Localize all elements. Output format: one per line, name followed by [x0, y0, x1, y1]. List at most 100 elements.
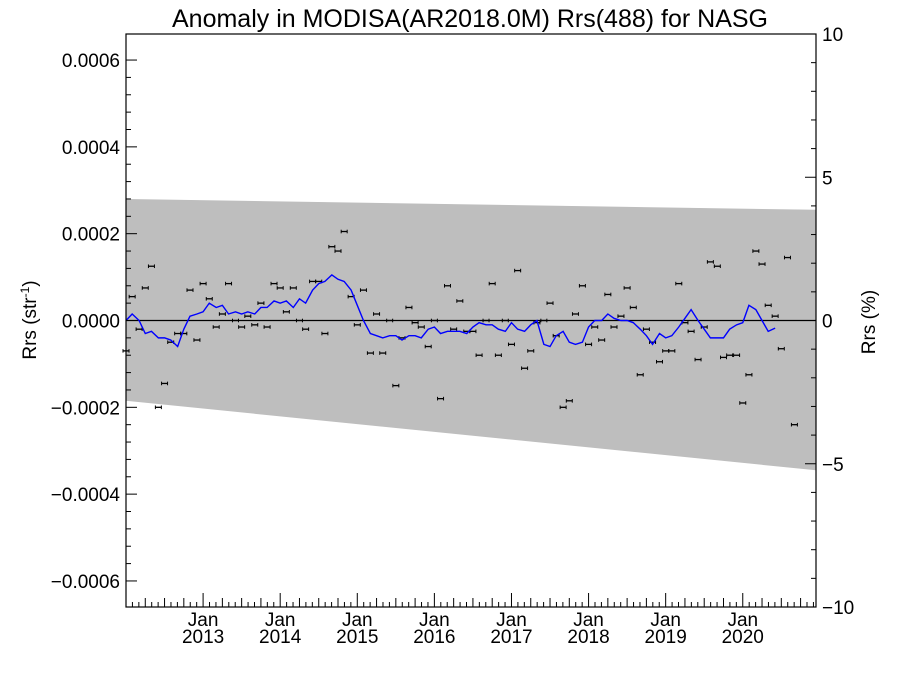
data-point — [424, 344, 432, 349]
data-point — [790, 422, 798, 427]
data-point — [443, 283, 451, 288]
data-point — [758, 262, 766, 266]
data-point — [585, 342, 593, 347]
data-point — [199, 281, 207, 286]
y2-axis-title: Rrs (%) — [859, 290, 880, 354]
data-point — [263, 325, 271, 329]
data-point — [623, 286, 631, 290]
data-point — [128, 294, 136, 299]
data-point — [161, 381, 169, 386]
data-point — [745, 372, 753, 377]
x-tick-year: 2017 — [490, 627, 532, 648]
x-tick-month: Jan — [727, 610, 758, 631]
data-point — [321, 331, 329, 336]
data-point — [289, 286, 297, 290]
y-tick-label: 0.0006 — [62, 51, 120, 72]
data-point — [559, 405, 567, 410]
data-point — [295, 318, 303, 323]
data-point — [687, 329, 695, 334]
data-point — [257, 301, 265, 305]
x-tick-month: Jan — [573, 610, 604, 631]
x-tick-month: Jan — [650, 610, 681, 631]
data-point — [417, 325, 425, 329]
data-point — [771, 314, 779, 318]
data-point — [514, 268, 522, 273]
data-point — [379, 351, 387, 355]
data-point — [604, 292, 612, 297]
y-tick-label: −0.0004 — [51, 485, 121, 506]
data-point — [655, 359, 663, 364]
data-point — [282, 310, 290, 314]
data-point — [141, 286, 149, 290]
data-point — [739, 401, 747, 405]
data-point — [353, 323, 361, 327]
data-point — [147, 264, 155, 269]
data-point — [328, 244, 336, 249]
data-point — [706, 260, 714, 264]
data-point — [764, 303, 772, 308]
data-point — [565, 399, 573, 403]
data-point — [475, 353, 483, 358]
data-point — [251, 323, 259, 327]
y-tick-label: 0.0000 — [62, 312, 120, 333]
y-axis-title: Rrs (str-1) — [18, 280, 41, 359]
y-tick-label: 0.0004 — [62, 138, 121, 159]
y-tick-label: −0.0006 — [51, 572, 120, 593]
data-point — [527, 349, 535, 353]
right-y-axis: 10 5 0 −5 −10 — [805, 25, 854, 619]
data-point — [783, 255, 791, 260]
y2-tick-label: 5 — [822, 168, 833, 189]
data-point — [340, 229, 348, 234]
data-point — [610, 325, 618, 329]
x-axis: Jan2013Jan2014Jan2015Jan2016Jan2017Jan20… — [131, 593, 814, 648]
data-point — [694, 357, 702, 362]
data-point — [713, 264, 721, 269]
y2-tick-label: −10 — [822, 598, 854, 619]
x-tick-month: Jan — [188, 610, 219, 631]
data-point — [521, 366, 529, 371]
data-point — [546, 301, 554, 305]
data-point — [636, 372, 644, 377]
data-point — [238, 325, 246, 329]
data-point — [777, 346, 785, 351]
data-point — [482, 318, 490, 323]
data-point — [540, 318, 548, 323]
data-point — [642, 327, 650, 331]
data-point — [733, 353, 741, 358]
x-tick-year: 2020 — [722, 627, 764, 648]
x-tick-month: Jan — [419, 610, 450, 631]
data-point — [675, 281, 683, 286]
data-point — [430, 318, 438, 323]
data-point — [752, 249, 760, 253]
data-point — [726, 353, 734, 358]
data-point — [386, 318, 394, 323]
x-tick-year: 2019 — [645, 627, 687, 648]
x-tick-month: Jan — [265, 610, 296, 631]
data-point — [366, 351, 374, 355]
data-point — [186, 288, 194, 292]
data-point — [405, 305, 413, 310]
data-point — [244, 314, 252, 318]
data-point — [231, 318, 239, 323]
y2-tick-label: 0 — [822, 312, 833, 333]
data-point — [392, 383, 400, 388]
data-point — [193, 338, 201, 342]
data-point — [270, 281, 278, 286]
x-tick-month: Jan — [496, 610, 527, 631]
data-point — [411, 320, 419, 325]
data-point — [205, 296, 213, 301]
data-point — [437, 396, 445, 401]
data-point — [218, 312, 226, 316]
x-tick-year: 2018 — [567, 627, 609, 648]
data-point — [302, 327, 310, 331]
data-point — [591, 325, 599, 329]
data-point — [212, 325, 220, 329]
chart-title: Anomaly in MODISA(AR2018.0M) Rrs(488) fo… — [172, 5, 768, 33]
uncertainty-band — [126, 198, 816, 471]
y2-tick-label: 10 — [822, 25, 843, 46]
plot-area — [122, 198, 816, 471]
y-tick-label: −0.0002 — [51, 398, 120, 419]
data-point — [668, 349, 676, 353]
data-point — [494, 353, 502, 358]
